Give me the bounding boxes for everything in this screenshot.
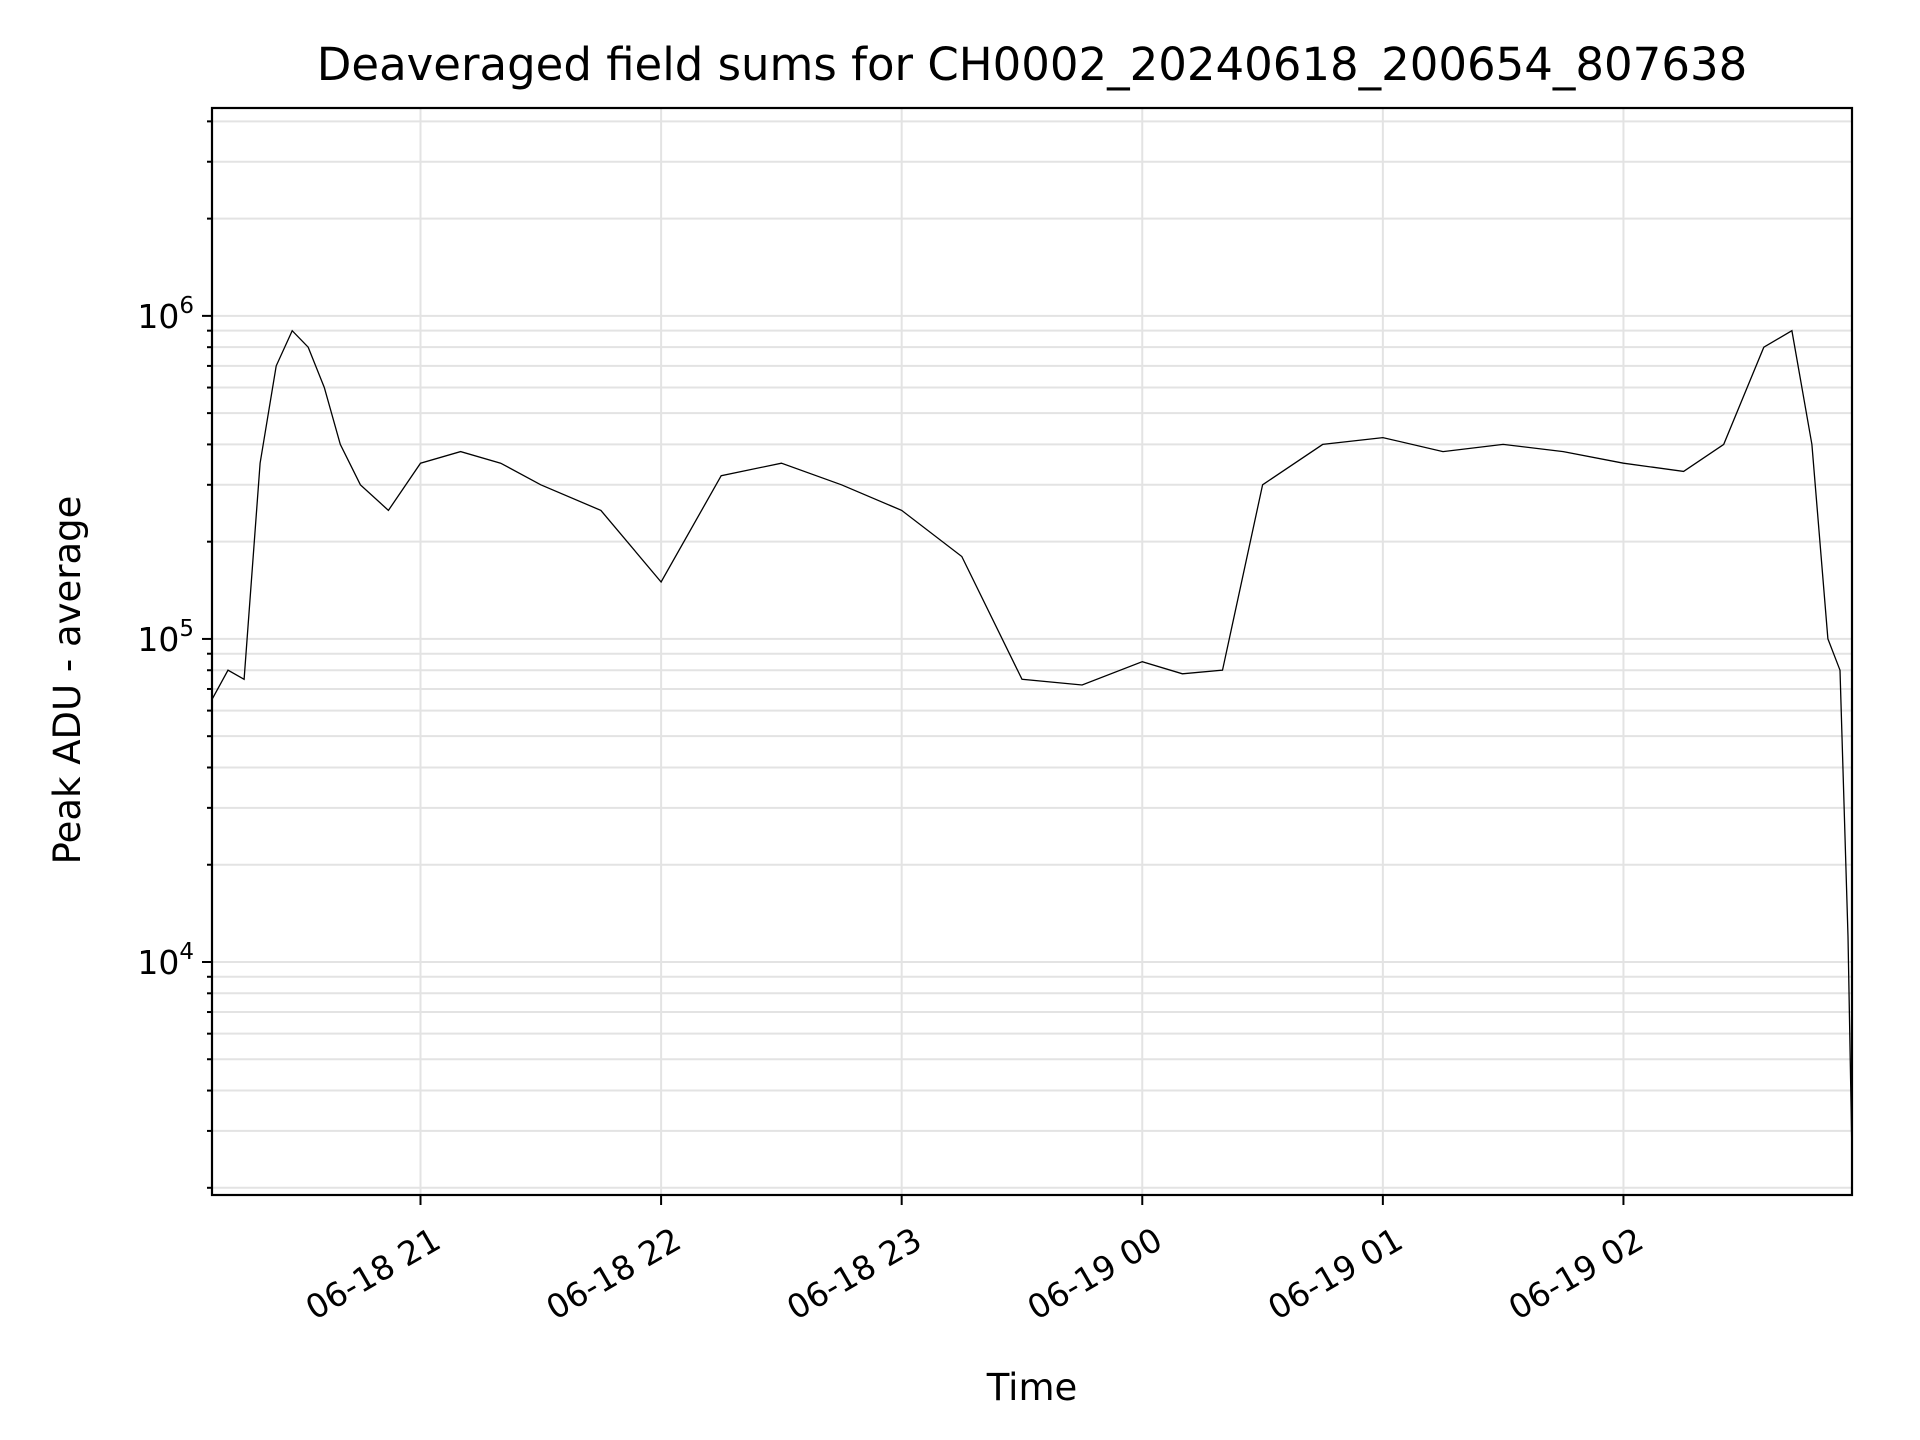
y-tick-label: 106 [137, 293, 194, 336]
y-tick-label: 105 [137, 616, 194, 659]
grid [212, 108, 1852, 1195]
y-axis-label: Peak ADU - average [46, 496, 89, 865]
x-axis-label: Time [986, 1366, 1078, 1409]
series-line [211, 329, 1853, 1157]
y-tick-label: 104 [137, 939, 194, 982]
plot-frame [210, 106, 1854, 1197]
chart-title: Deaveraged field sums for CH0002_2024061… [317, 38, 1747, 91]
